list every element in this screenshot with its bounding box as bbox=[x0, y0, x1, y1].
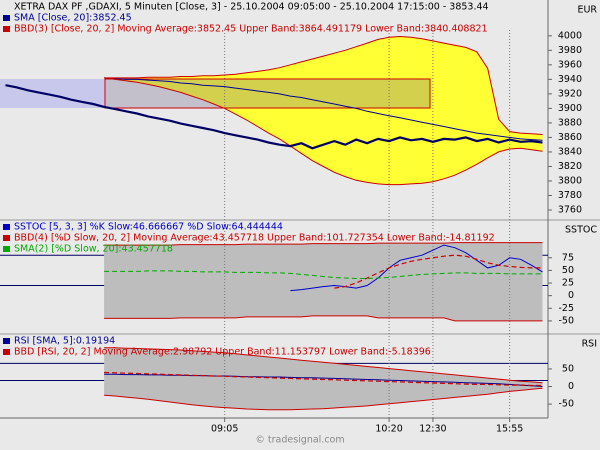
price-line bbox=[5, 84, 543, 150]
x-tick-label: 10:20 bbox=[375, 424, 402, 435]
x-tick-label: 15:55 bbox=[496, 424, 523, 435]
legend-icon bbox=[3, 338, 10, 344]
y-tick-label: -50 bbox=[558, 399, 574, 410]
upper-band bbox=[104, 242, 543, 246]
y-tick-label: 75 bbox=[562, 252, 574, 263]
lower-band bbox=[104, 315, 543, 322]
series-line bbox=[104, 270, 543, 279]
series-line bbox=[290, 244, 543, 292]
legend-label: RSI [SMA, 5]:0.19194 bbox=[14, 336, 115, 347]
legend-label: SMA [Close, 20]:3852.45 bbox=[14, 13, 132, 24]
y-tick-label: 3860 bbox=[558, 132, 582, 143]
lower-band bbox=[104, 387, 543, 411]
legend-icon bbox=[3, 246, 10, 252]
y-tick-label: 3920 bbox=[558, 88, 582, 99]
legend-icon bbox=[3, 26, 10, 32]
legend-icon bbox=[3, 349, 10, 355]
x-tick-label: 09:05 bbox=[211, 424, 238, 435]
y-tick-label: 3840 bbox=[558, 146, 582, 157]
band-middle bbox=[334, 254, 543, 289]
axis-unit: EUR bbox=[577, 5, 597, 16]
upper-band bbox=[104, 35, 543, 135]
legend-icon bbox=[3, 235, 10, 241]
axis-unit: RSI bbox=[582, 339, 597, 350]
y-tick-label: 3800 bbox=[558, 175, 582, 186]
legend-label: BBD [RSI, 20, 2] Moving Average:2.98792 … bbox=[14, 347, 431, 358]
y-tick-label: 3980 bbox=[558, 45, 582, 56]
footer: © tradesignal.com bbox=[255, 435, 344, 446]
lower-band bbox=[104, 77, 543, 186]
y-tick-label: 3780 bbox=[558, 190, 582, 201]
chart-title: XETRA DAX PF ,GDAXI, 5 Minuten [Close, 3… bbox=[14, 2, 489, 13]
x-tick-label: 12:30 bbox=[419, 424, 446, 435]
legend-label: SSTOC [5, 3, 3] %K Slow:46.666667 %D Slo… bbox=[14, 222, 283, 233]
y-tick-label: 3960 bbox=[558, 59, 582, 70]
y-tick-label: -25 bbox=[558, 303, 574, 314]
band-fill bbox=[104, 242, 543, 321]
band-middle bbox=[104, 371, 543, 387]
legend-icon bbox=[3, 15, 10, 21]
y-tick-label: 50 bbox=[562, 265, 574, 276]
series-line bbox=[104, 77, 543, 141]
y-tick-label: 3880 bbox=[558, 117, 582, 128]
legend-icon bbox=[3, 224, 10, 230]
legend-label: SMA(2) [%D Slow, 20]:43.457718 bbox=[14, 244, 173, 255]
y-tick-label: 25 bbox=[562, 278, 574, 289]
drawing-tools bbox=[0, 78, 431, 109]
legend-label: BBD(4) [%D Slow, 20, 2] Moving Average:4… bbox=[14, 233, 495, 244]
y-tick-label: 3940 bbox=[558, 74, 582, 85]
y-tick-label: -50 bbox=[558, 315, 574, 326]
y-tick-label: 3760 bbox=[558, 205, 582, 216]
legend-label: BBD(3) [Close, 20, 2] Moving Average:385… bbox=[14, 24, 488, 35]
y-tick-label: 3820 bbox=[558, 161, 582, 172]
axis-unit: SSTOC bbox=[565, 225, 597, 236]
band-fill bbox=[104, 347, 543, 410]
y-tick-label: 4000 bbox=[558, 30, 582, 41]
y-tick-label: 50 bbox=[562, 363, 574, 374]
upper-band bbox=[104, 347, 543, 384]
selection-box bbox=[104, 78, 431, 109]
y-tick-label: 0 bbox=[568, 290, 574, 301]
y-tick-label: 0 bbox=[568, 381, 574, 392]
y-tick-label: 3900 bbox=[558, 103, 582, 114]
